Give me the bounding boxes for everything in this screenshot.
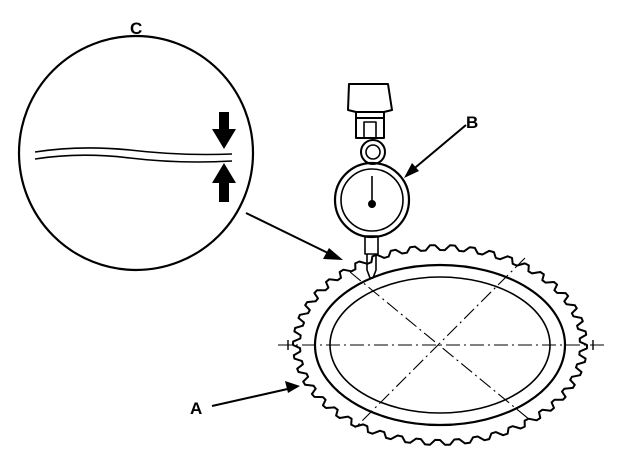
indicator-stem-upper — [363, 121, 377, 139]
detail-circle-outline — [17, 34, 255, 272]
label-b: B — [466, 113, 478, 132]
arrowhead-a-leader — [285, 381, 300, 393]
indicator-clamp — [355, 111, 385, 139]
dial-hub — [368, 200, 376, 208]
diagonal-center-line-1 — [349, 271, 531, 421]
leader-line-b — [409, 124, 467, 173]
dial-indicator — [333, 83, 411, 279]
label-a: A — [190, 399, 202, 418]
label-c: C — [130, 19, 142, 38]
detail-view — [17, 34, 255, 272]
measure-arrow-up — [212, 163, 236, 202]
leader-line-a — [211, 387, 293, 407]
warped-plate-line-top — [34, 147, 233, 156]
measure-arrow-down — [212, 112, 236, 149]
indicator-ring-inner — [365, 144, 381, 160]
arrowhead-b-leader — [404, 163, 419, 178]
dial-face-inner — [340, 168, 404, 232]
indicator-stem-lower — [364, 235, 379, 255]
dial-face-outer — [333, 161, 411, 239]
indicator-ring-top — [360, 139, 386, 165]
arrowhead-c-leader — [323, 248, 343, 260]
disc-center-lines — [278, 257, 605, 429]
warped-plate-line-bottom — [34, 154, 233, 163]
indicator-probe — [366, 254, 377, 279]
diagonal-center-line-2 — [354, 257, 526, 429]
disc-outer-toothed-edge — [292, 244, 588, 446]
leader-line-c-to-probe — [245, 212, 331, 255]
